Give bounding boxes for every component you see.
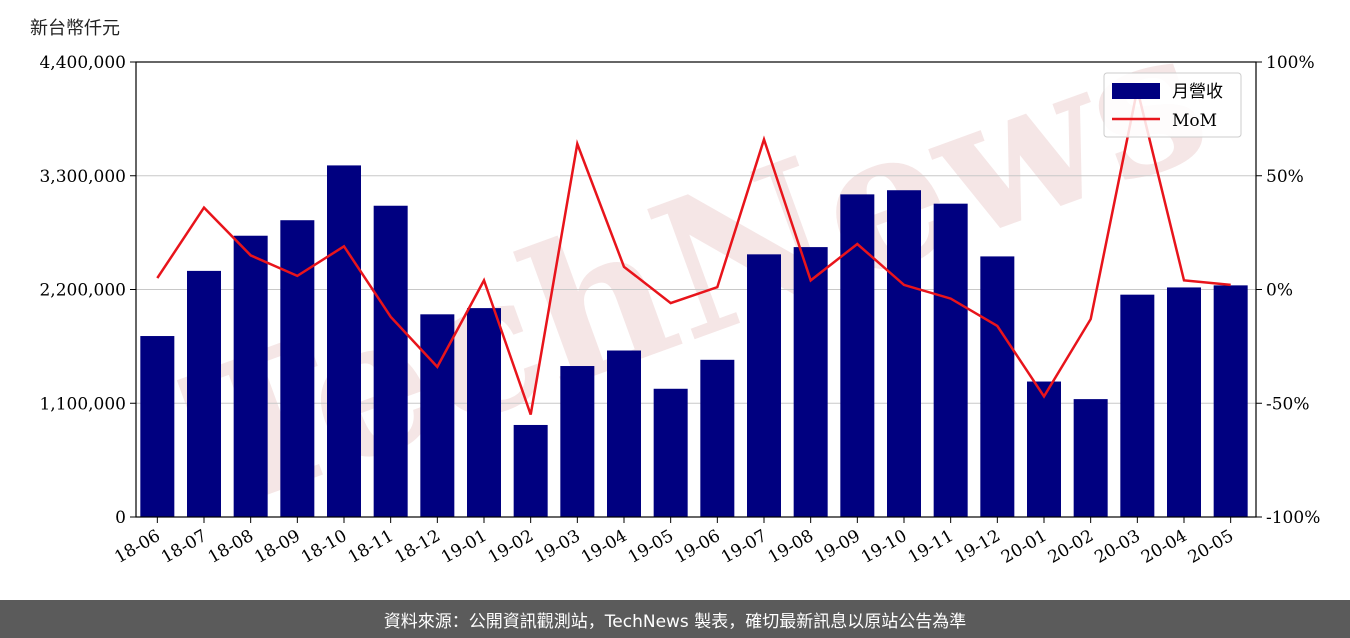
plot-frame [135,61,1257,518]
x-tick-label: 20-05 [1185,526,1237,568]
revenue-bar [887,190,921,517]
x-tick-label: 19-09 [811,526,863,568]
x-tick-label: 18-06 [111,526,163,568]
x-tick-label: 19-04 [578,526,630,568]
revenue-bar [793,247,828,517]
right-tick-label: -100% [1266,508,1320,528]
right-tick-label: 100% [1266,53,1315,73]
right-tick-label: 0% [1266,281,1293,301]
legend-label-revenue: 月營收 [1172,82,1223,102]
revenue-bar [933,203,968,517]
revenue-bar [700,359,735,517]
revenue-bar [980,256,1015,517]
x-tick-label: 20-02 [1045,526,1097,568]
revenue-bar [327,165,361,517]
x-tick-label: 19-02 [485,526,537,568]
revenue-bar [513,424,548,517]
revenue-bar [560,366,595,517]
x-tick-label: 19-10 [858,526,910,568]
revenue-chart: TechNews 0 1,100,000 2,200,000 3,300,000 4,40… [39,0,1320,568]
revenue-bar [607,350,641,517]
revenue-bar [1120,294,1155,517]
x-tick-label: 19-07 [718,526,770,568]
left-tick-label: 4,400,000 [39,53,126,73]
x-tick-label: 19-03 [531,526,583,568]
x-tick-label: 19-05 [625,526,677,568]
revenue-bar [1027,381,1061,517]
revenue-bar [467,308,501,517]
revenue-bar [187,270,221,517]
x-tick-label: 20-01 [998,526,1050,568]
revenue-bar [653,388,688,517]
revenue-bar [373,205,408,517]
revenue-bar [1073,399,1108,517]
mom-line [156,89,1231,416]
revenue-bar [140,336,175,517]
watermark-text: TechNews [161,0,1233,553]
right-tick-label: 50% [1266,167,1304,187]
chart-container: 新台幣仟元 TechNews 0 1,100,000 2,200,000 3,300,0… [30,0,1320,568]
x-tick-label: 18-11 [345,526,397,568]
left-tick-label: 2,200,000 [39,281,126,301]
left-tick-label: 3,300,000 [39,167,126,187]
x-tick-label: 19-01 [438,526,490,568]
x-tick-label: 20-04 [1138,526,1190,568]
x-tick-label: 18-12 [391,526,443,568]
x-tick-label: 19-08 [765,526,817,568]
x-tick-label: 18-07 [158,526,210,568]
source-footer: 資料來源：公開資訊觀測站，TechNews 製表，確切最新訊息以原站公告為準 [0,600,1350,638]
x-tick-label: 19-11 [905,526,957,568]
revenue-bar [1213,285,1248,517]
revenue-bar [233,235,268,517]
revenue-bar [840,194,875,517]
legend-label-mom: MoM [1172,111,1217,131]
legend-swatch-revenue [1112,83,1160,99]
x-tick-label: 19-06 [671,526,723,568]
right-tick-label: -50% [1266,394,1310,414]
y-axis-unit-label: 新台幣仟元 [30,18,120,39]
x-tick-label: 20-03 [1091,526,1143,568]
revenue-bar [747,254,781,517]
revenue-bar [280,220,315,517]
x-tick-label: 19-12 [951,526,1003,568]
source-footer-text: 資料來源：公開資訊觀測站，TechNews 製表，確切最新訊息以原站公告為準 [383,611,967,632]
left-tick-label: 1,100,000 [39,394,126,414]
revenue-bar [1167,287,1201,517]
x-tick-label: 18-10 [298,526,350,568]
left-tick-label: 0 [115,508,126,528]
